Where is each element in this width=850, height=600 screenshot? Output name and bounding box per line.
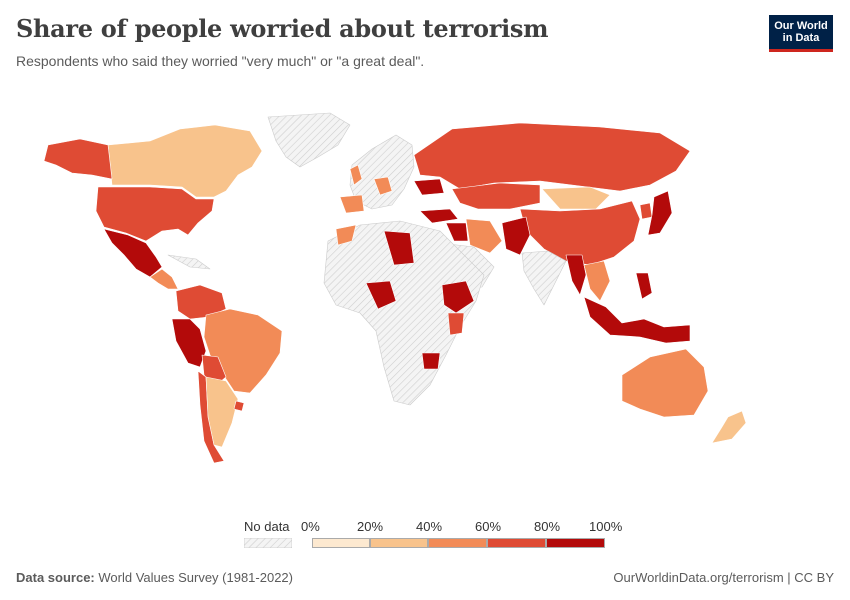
region-pakistan[interactable] (501, 216, 531, 256)
region-kenya[interactable] (447, 312, 465, 336)
region-indonesia[interactable] (583, 296, 691, 344)
region-japan[interactable] (647, 190, 673, 236)
data-source-text[interactable]: World Values Survey (1981-2022) (98, 570, 293, 585)
region-africa[interactable] (323, 220, 485, 406)
region-peru[interactable] (171, 318, 207, 368)
region-zimbabwe[interactable] (421, 352, 441, 370)
legend-no-data-label: No data (244, 519, 290, 534)
region-ukraine[interactable] (413, 178, 445, 196)
region-caribbean[interactable] (167, 254, 211, 270)
legend-bin-20-40[interactable] (370, 538, 428, 548)
legend-bin-60-80[interactable] (487, 538, 546, 548)
region-turkey[interactable] (419, 208, 459, 224)
region-nigeria[interactable] (365, 280, 397, 310)
region-ethiopia[interactable] (441, 280, 475, 314)
legend-label-0: 0% (301, 519, 320, 534)
region-myanmar[interactable] (565, 254, 587, 296)
legend-label-80: 80% (534, 519, 561, 534)
credit-link[interactable]: OurWorldinData.org/terrorism | CC BY (613, 570, 834, 585)
legend-color-scale (312, 538, 605, 548)
region-alaska[interactable] (43, 138, 113, 180)
region-philippines[interactable] (635, 272, 653, 300)
region-central-america[interactable] (149, 268, 179, 290)
chart-subtitle: Respondents who said they worried "very … (16, 53, 425, 69)
region-china[interactable] (519, 200, 641, 266)
legend-label-20: 20% (357, 519, 384, 534)
legend-bin-40-60[interactable] (428, 538, 487, 548)
legend-no-data-swatch (244, 538, 292, 548)
region-usa[interactable] (95, 186, 215, 242)
region-greenland[interactable] (267, 112, 351, 168)
region-new-zealand[interactable] (711, 410, 747, 444)
region-thailand[interactable] (583, 260, 611, 302)
region-korea[interactable] (639, 202, 653, 220)
logo-line-2: in Data (782, 32, 820, 44)
world-map[interactable] (0, 105, 850, 505)
region-libya[interactable] (383, 230, 415, 266)
region-germany[interactable] (373, 176, 393, 196)
chart-title: Share of people worried about terrorism (16, 14, 549, 43)
region-mongolia[interactable] (541, 186, 611, 210)
logo-line-1: Our World (774, 20, 828, 32)
region-argentina[interactable] (205, 376, 239, 448)
region-morocco[interactable] (335, 224, 357, 246)
region-united-kingdom[interactable] (349, 164, 363, 186)
data-source-label: Data source: (16, 570, 95, 585)
data-source: Data source: World Values Survey (1981-2… (16, 570, 293, 585)
region-canada[interactable] (107, 124, 263, 198)
region-mexico[interactable] (103, 228, 163, 278)
owid-logo[interactable]: Our World in Data (769, 15, 833, 52)
region-iraq[interactable] (445, 222, 469, 242)
region-australia[interactable] (621, 348, 709, 418)
region-uruguay[interactable] (233, 400, 245, 412)
legend-label-40: 40% (416, 519, 443, 534)
legend-label-60: 60% (475, 519, 502, 534)
legend-bin-80-100[interactable] (546, 538, 605, 548)
region-russia[interactable] (413, 122, 691, 192)
legend-label-100: 100% (589, 519, 623, 534)
region-iran[interactable] (465, 218, 503, 254)
region-kazakhstan[interactable] (451, 182, 541, 210)
legend-bin-0-20[interactable] (312, 538, 370, 548)
region-india[interactable] (521, 250, 567, 306)
region-spain[interactable] (339, 194, 365, 214)
